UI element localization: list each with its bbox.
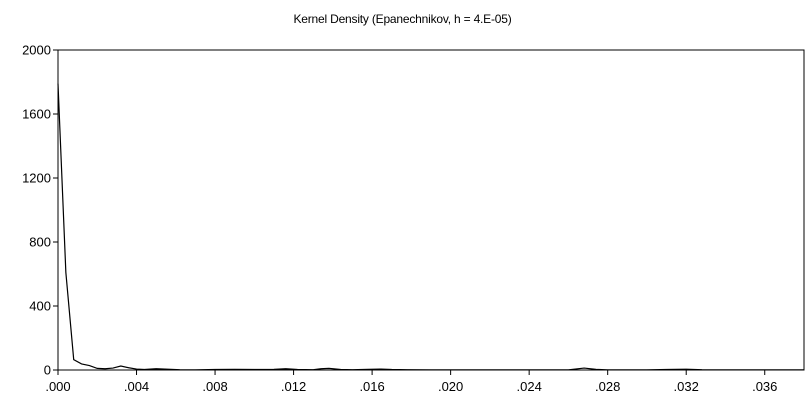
y-tick-label: 0 [44,363,51,378]
x-tick-label: .004 [124,379,149,394]
x-tick-label: .012 [281,379,306,394]
y-tick-label: 800 [29,235,51,250]
x-tick-label: .016 [359,379,384,394]
y-tick-label: 400 [29,299,51,314]
x-axis: .000 .004 .008 .012 .016 .020 .024 .028 .032 .036 [45,370,777,394]
y-tick-label: 2000 [22,43,51,58]
density-line [57,83,804,371]
x-tick-label: .024 [517,379,542,394]
x-tick-label: .020 [438,379,463,394]
x-tick-label: .028 [595,379,620,394]
chart-title: Kernel Density (Epanechnikov, h = 4.E-05… [293,12,512,26]
x-tick-label: .008 [202,379,227,394]
x-tick-label: .000 [45,379,70,394]
y-axis: 0 400 800 1200 1600 2000 [22,43,58,378]
y-tick-label: 1600 [22,107,51,122]
plot-frame [57,49,805,371]
y-tick-label: 1200 [22,171,51,186]
x-tick-label: .032 [674,379,699,394]
x-tick-label: .036 [752,379,777,394]
